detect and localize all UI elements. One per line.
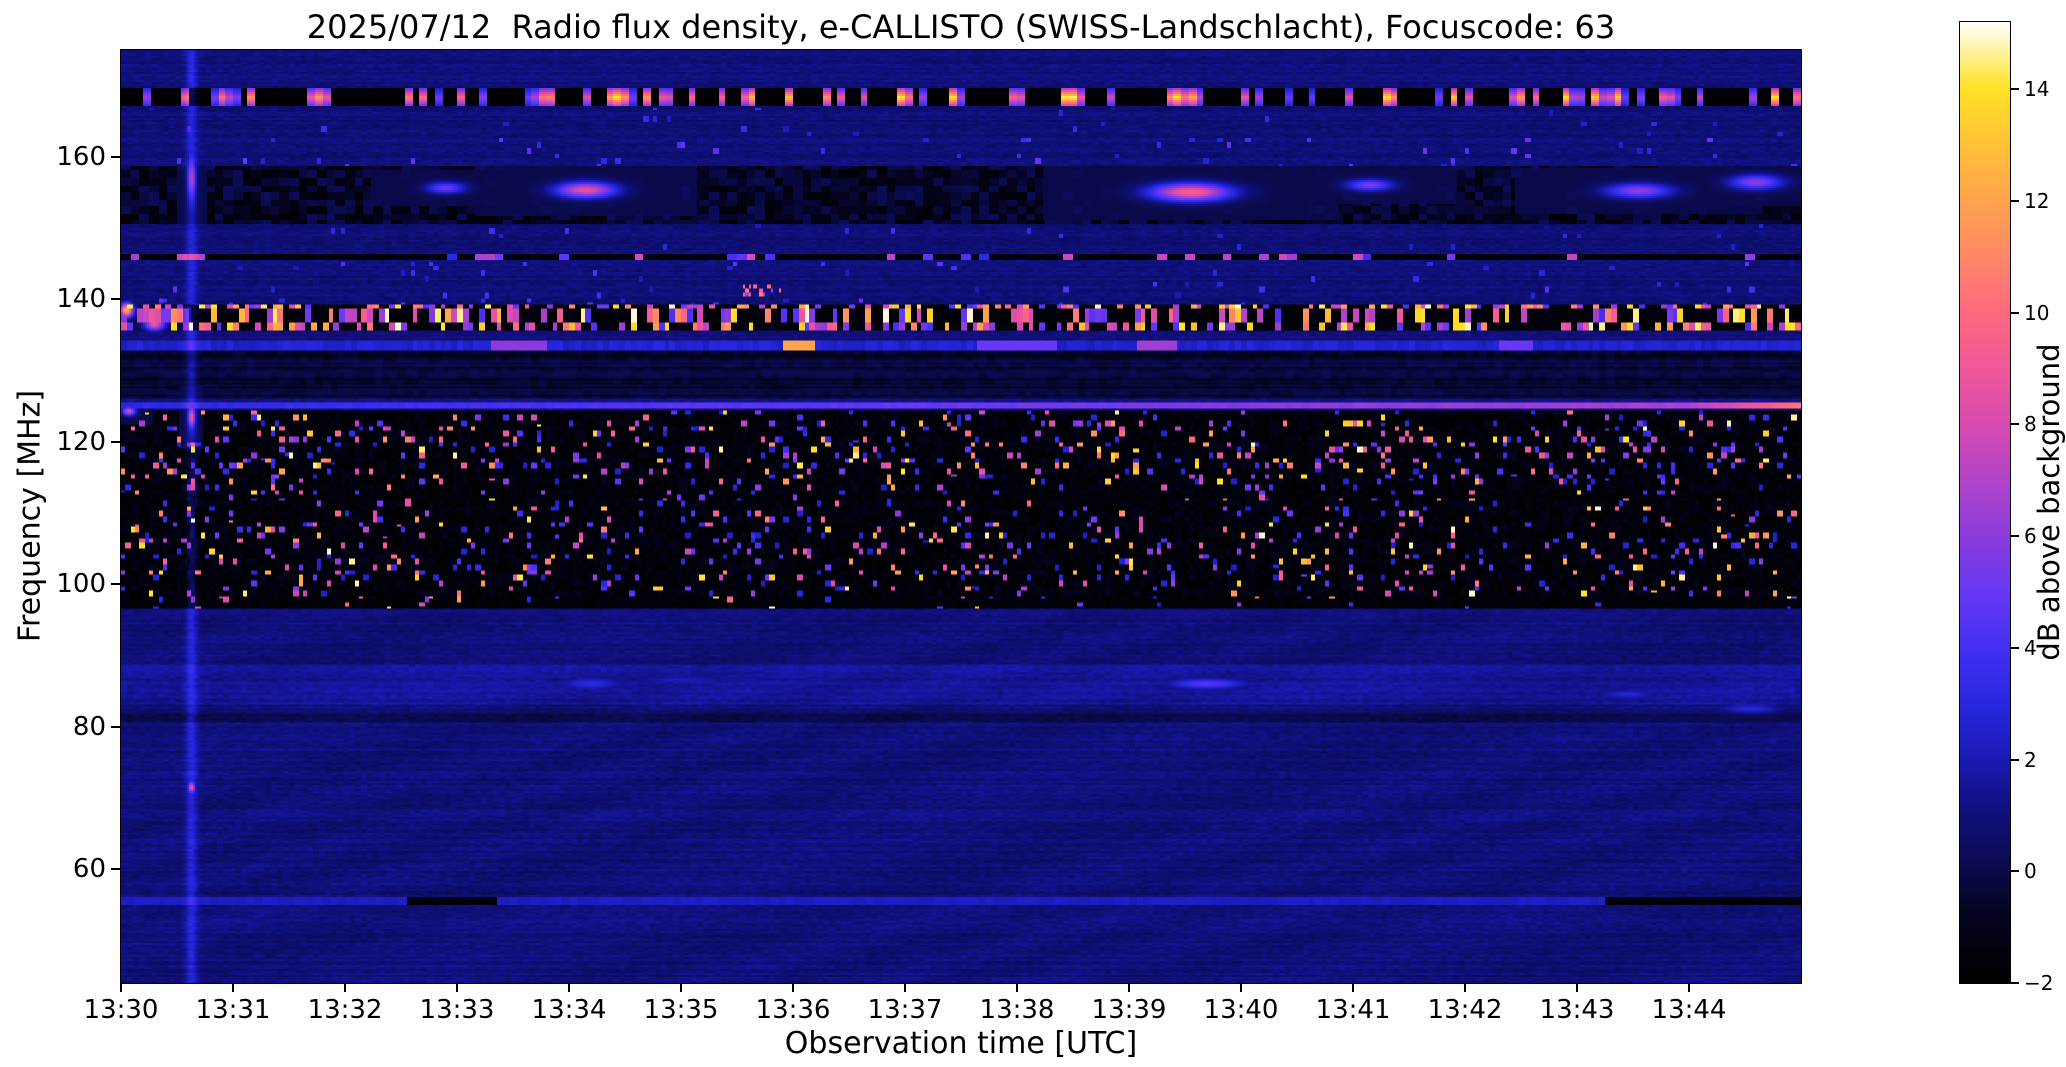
x-tick-label: 13:33	[419, 995, 495, 1025]
x-tick	[344, 983, 346, 992]
x-tick-label: 13:41	[1315, 995, 1391, 1025]
y-tick-label: 120	[56, 426, 106, 457]
plot-title: 2025/07/12 Radio flux density, e-CALLIST…	[306, 8, 1616, 46]
spectrogram-canvas	[121, 50, 1801, 983]
y-tick	[111, 440, 120, 443]
x-tick-label: 13:42	[1427, 995, 1503, 1025]
y-tick	[111, 583, 120, 586]
x-tick	[1240, 983, 1242, 992]
colorbar-tick-label: 14	[2024, 77, 2050, 102]
colorbar-frame	[1959, 21, 2011, 984]
colorbar-tick-label: −2	[2024, 971, 2054, 995]
x-tick	[1352, 983, 1354, 992]
x-tick-label: 13:43	[1539, 995, 1615, 1025]
x-tick	[120, 983, 122, 992]
x-tick-label: 13:34	[531, 995, 607, 1025]
y-tick-label: 80	[72, 711, 106, 742]
y-tick-label: 140	[56, 284, 106, 315]
y-tick-label: 60	[72, 854, 106, 885]
colorbar-tick	[2011, 535, 2019, 538]
x-tick-label: 13:37	[867, 995, 943, 1025]
colorbar-canvas	[1960, 22, 2010, 983]
colorbar-tick-label: 0	[2024, 859, 2037, 884]
x-tick	[1688, 983, 1690, 992]
x-tick-label: 13:36	[755, 995, 831, 1025]
colorbar-tick-label: 4	[2024, 635, 2037, 660]
x-tick	[904, 983, 906, 992]
colorbar-tick-label: 12	[2024, 188, 2050, 213]
colorbar-tick-label: 8	[2024, 412, 2037, 437]
colorbar-tick-label: 6	[2024, 524, 2037, 549]
colorbar-tick	[2011, 199, 2019, 202]
colorbar-tick	[2011, 758, 2019, 761]
x-tick	[1464, 983, 1466, 992]
colorbar-label: dB above background	[2032, 343, 2066, 661]
colorbar-tick-label: 2	[2024, 747, 2037, 772]
x-tick	[456, 983, 458, 992]
y-tick-label: 160	[56, 141, 106, 172]
x-tick-label: 13:44	[1651, 995, 1727, 1025]
colorbar-tick	[2011, 311, 2019, 314]
colorbar-tick	[2011, 646, 2019, 649]
x-tick-label: 13:39	[1091, 995, 1167, 1025]
x-tick-label: 13:30	[83, 995, 159, 1025]
spectrogram-frame	[120, 49, 1802, 984]
colorbar-tick	[2011, 870, 2019, 873]
colorbar-tick	[2011, 423, 2019, 426]
x-tick	[1576, 983, 1578, 992]
colorbar-tick	[2011, 982, 2019, 984]
y-tick	[111, 868, 120, 871]
x-tick-label: 13:32	[307, 995, 383, 1025]
x-tick-label: 13:35	[643, 995, 719, 1025]
x-tick-label: 13:31	[195, 995, 271, 1025]
x-tick	[232, 983, 234, 992]
y-tick	[111, 725, 120, 728]
x-tick	[680, 983, 682, 992]
x-axis-label: Observation time [UTC]	[784, 1026, 1138, 1061]
y-tick-label: 100	[56, 569, 106, 600]
y-tick	[111, 155, 120, 158]
colorbar-tick-label: 10	[2024, 300, 2050, 325]
x-tick	[568, 983, 570, 992]
x-tick	[1016, 983, 1018, 992]
colorbar-tick	[2011, 88, 2019, 91]
y-tick	[111, 298, 120, 301]
x-tick	[792, 983, 794, 992]
x-tick-label: 13:40	[1203, 995, 1279, 1025]
x-tick	[1128, 983, 1130, 992]
x-tick-label: 13:38	[979, 995, 1055, 1025]
